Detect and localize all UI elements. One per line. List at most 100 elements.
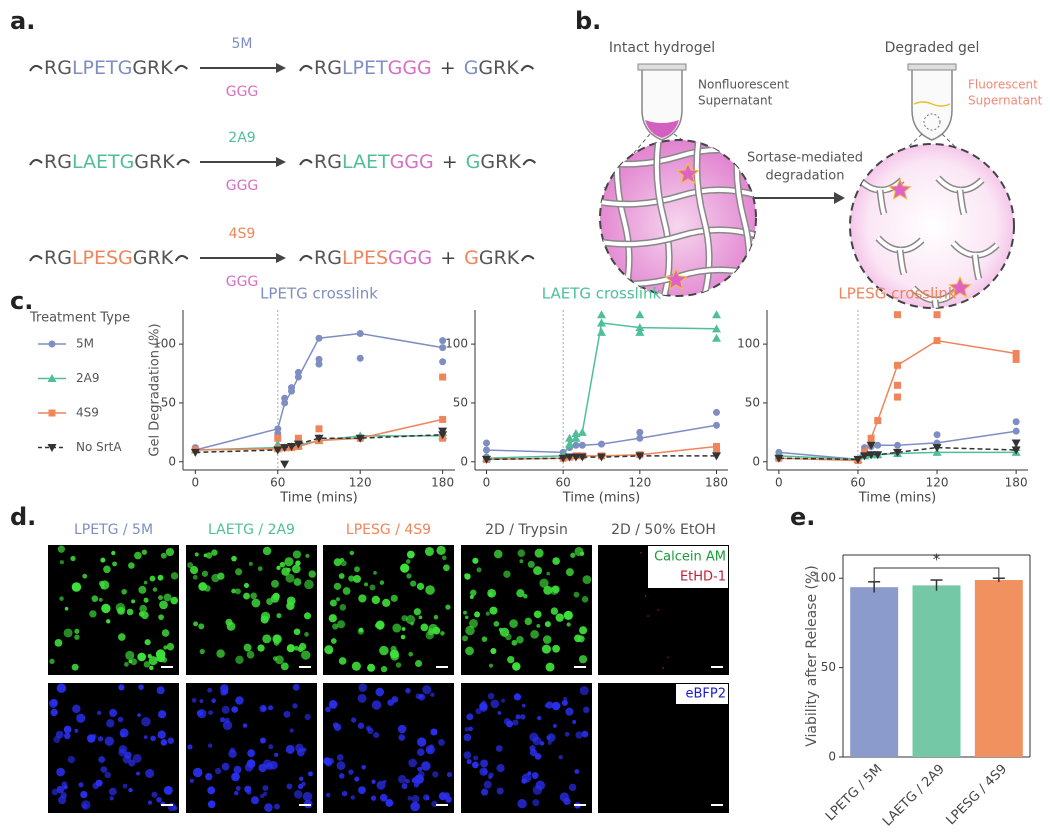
significance: * [933, 551, 941, 569]
released-part: G [466, 151, 481, 173]
cell [475, 708, 482, 715]
cell [293, 628, 301, 636]
cell [332, 722, 339, 729]
x-tick-label: LPETG / 5M [823, 762, 886, 825]
cell [479, 702, 488, 711]
cell [465, 625, 475, 636]
label: Supernatant [968, 94, 1043, 108]
cell [336, 761, 346, 770]
strand [898, 249, 906, 275]
stain-label: eBFP2 [685, 687, 726, 702]
marker [565, 453, 575, 462]
cell [490, 699, 500, 709]
cell [336, 754, 344, 761]
cell [564, 731, 570, 737]
cell [101, 603, 111, 614]
cell [472, 557, 479, 564]
cell [301, 781, 306, 787]
cell [357, 722, 365, 729]
cell [257, 566, 263, 572]
cell [565, 568, 574, 577]
cell [286, 783, 293, 790]
cell [640, 551, 642, 554]
cell [141, 549, 148, 555]
marker [571, 433, 581, 442]
cell [284, 557, 294, 567]
cell [291, 564, 301, 574]
product: RGLPESGGG + GGRK [314, 247, 520, 269]
cell [56, 683, 67, 693]
cell [392, 623, 402, 633]
cell [207, 800, 216, 809]
scale-bar [574, 666, 586, 668]
cell [551, 701, 561, 711]
cell [425, 585, 435, 595]
cell [579, 626, 588, 635]
tilde [299, 255, 313, 262]
cell [464, 615, 469, 620]
cell [579, 551, 585, 556]
cell [98, 580, 105, 587]
substrate-part: RG [44, 247, 72, 269]
cell [124, 662, 129, 667]
y-tick-label: 50 [745, 395, 760, 409]
cell [512, 662, 521, 671]
cell [496, 763, 505, 773]
cell [138, 684, 144, 690]
cell [109, 708, 118, 717]
cell [131, 599, 136, 604]
cell [80, 790, 88, 799]
cell [139, 604, 148, 613]
cell [274, 752, 279, 757]
cell [644, 595, 647, 597]
substrate: RGLAETGGRK [44, 151, 175, 173]
cell [56, 767, 65, 777]
cell [536, 715, 542, 721]
cell [519, 559, 524, 564]
cell [497, 711, 502, 715]
cell [421, 761, 431, 771]
cell [297, 646, 304, 653]
cell [108, 787, 117, 796]
marker [293, 440, 303, 449]
marker [712, 310, 721, 319]
scale-bar [574, 804, 586, 806]
cell [243, 643, 252, 652]
cell [193, 621, 199, 627]
cell [513, 693, 522, 701]
cell [115, 602, 126, 613]
nucleophile: GGG [226, 84, 259, 100]
tilde [29, 65, 43, 72]
cell [376, 780, 386, 790]
cell [265, 762, 274, 771]
cell [261, 706, 267, 712]
cell [160, 739, 168, 746]
scale-bar [436, 804, 448, 806]
cell [166, 642, 175, 651]
cell [50, 708, 58, 717]
cell [415, 659, 423, 667]
marker [439, 415, 447, 423]
cell [431, 800, 438, 808]
cell [100, 766, 108, 773]
cell [286, 644, 295, 653]
strand [951, 241, 976, 257]
cell [578, 655, 588, 664]
cell [219, 717, 225, 723]
marker [866, 451, 876, 460]
arrow-head [834, 192, 845, 204]
cell [150, 735, 156, 742]
cell [366, 725, 372, 731]
cell [97, 736, 104, 742]
cell [324, 645, 334, 655]
scale-bar [161, 666, 173, 668]
cell [387, 699, 394, 706]
cell [141, 611, 149, 620]
cell [211, 549, 218, 556]
marker [712, 333, 721, 342]
tilde [299, 65, 313, 72]
x-axis-label: Time (mins) [562, 491, 640, 506]
released-part: GRK [479, 247, 520, 269]
marker [288, 384, 296, 392]
x-tick-label: 180 [705, 476, 728, 490]
